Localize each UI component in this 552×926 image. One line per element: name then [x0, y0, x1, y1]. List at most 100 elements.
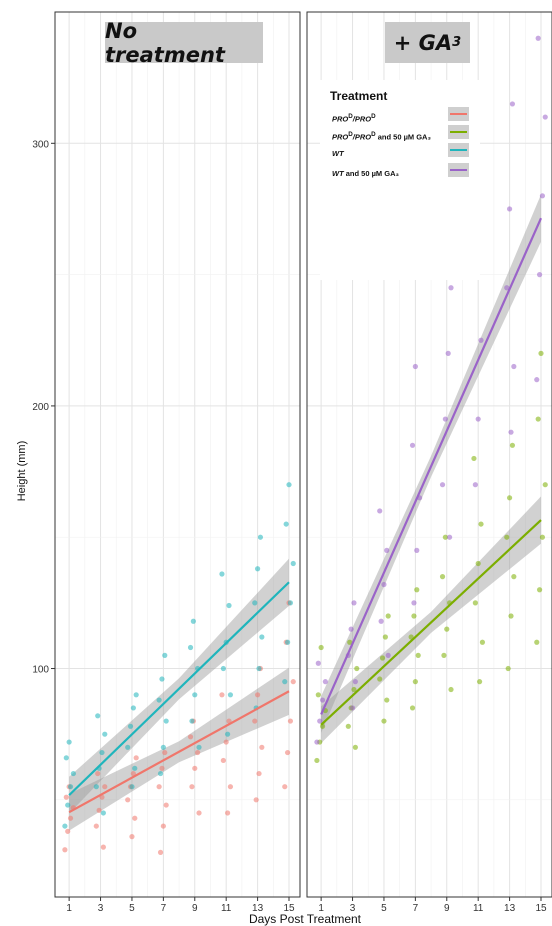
data-point [156, 784, 162, 790]
data-point [190, 618, 196, 624]
data-point [536, 272, 543, 278]
data-point [129, 833, 135, 840]
data-point [159, 765, 165, 771]
data-point [534, 377, 540, 383]
data-point [252, 600, 258, 606]
data-point [163, 802, 169, 808]
data-point [127, 723, 134, 729]
data-point [290, 679, 296, 685]
x-tick-label: 3 [98, 903, 104, 914]
data-point [189, 718, 195, 724]
data-point [219, 692, 225, 698]
data-point [442, 534, 448, 540]
data-point [282, 784, 288, 790]
data-point [67, 815, 74, 821]
data-point [442, 416, 448, 422]
data-point [314, 757, 320, 764]
data-point [409, 705, 416, 711]
data-point [192, 765, 198, 771]
data-point [253, 797, 259, 803]
data-point [319, 723, 326, 729]
x-tick-label: 11 [221, 903, 232, 914]
legend-item-prod: PROD/PROD [332, 113, 376, 124]
data-point [254, 566, 261, 572]
data-point [315, 692, 321, 698]
data-point [287, 600, 294, 606]
legend-key-prod-ga3 [448, 125, 469, 139]
data-point [100, 844, 106, 850]
data-point [259, 634, 265, 640]
data-point [414, 547, 420, 553]
data-point [254, 692, 261, 698]
data-point [504, 285, 510, 291]
data-point [412, 363, 418, 370]
data-point [189, 784, 195, 790]
data-point [226, 602, 232, 609]
data-point [159, 676, 165, 682]
legend-title: Treatment [330, 89, 388, 103]
data-point [318, 644, 324, 651]
data-point [378, 618, 384, 624]
x-tick-label: 15 [283, 903, 295, 914]
data-point [133, 692, 139, 698]
data-point [345, 723, 351, 729]
data-point [96, 807, 102, 813]
data-point [381, 718, 387, 724]
x-tick-label: 13 [504, 903, 516, 914]
x-tick-label: 5 [381, 903, 387, 914]
data-point [252, 718, 258, 724]
data-point [290, 560, 296, 567]
x-tick-label: 9 [192, 903, 198, 914]
data-point [157, 770, 164, 777]
data-point [129, 784, 135, 790]
data-point [475, 416, 481, 422]
data-point [535, 416, 541, 422]
data-point [219, 571, 225, 577]
data-point [283, 521, 289, 527]
data-point [377, 676, 383, 682]
data-point [132, 765, 138, 771]
data-point [506, 495, 513, 501]
data-point [95, 713, 101, 719]
panel-frame [54, 11, 301, 898]
data-point [187, 644, 194, 651]
data-point [286, 482, 292, 488]
data-point [223, 739, 229, 745]
data-point [511, 363, 517, 370]
data-point [67, 784, 74, 790]
data-point [414, 587, 420, 593]
legend-item-wt: WT [332, 149, 344, 158]
y-axis-title: Height (mm) [16, 440, 28, 502]
data-point [415, 652, 421, 658]
data-point [377, 508, 383, 514]
data-point [448, 686, 454, 693]
data-point [256, 665, 262, 672]
legend-item-prod-ga3: PROD/PROD and 50 µM GA₃ [332, 131, 431, 142]
data-point [351, 686, 357, 693]
data-point [227, 692, 234, 698]
data-point [475, 560, 481, 567]
data-point [62, 847, 68, 853]
x-tick-label: 1 [318, 903, 324, 914]
data-point [160, 823, 166, 829]
data-point [156, 697, 162, 703]
data-point [409, 442, 416, 448]
data-point [352, 744, 358, 750]
data-point [162, 652, 168, 658]
data-point [65, 802, 71, 808]
data-point [224, 731, 231, 737]
y-tick-label: 300 [32, 139, 49, 150]
data-points [62, 35, 548, 855]
data-point [479, 639, 486, 645]
data-point [66, 739, 72, 745]
data-point [534, 639, 540, 645]
data-point [439, 482, 446, 488]
data-point [384, 547, 390, 553]
data-point [257, 534, 264, 540]
data-point [133, 755, 139, 761]
data-point [63, 755, 69, 761]
data-point [192, 692, 198, 698]
data-point [385, 652, 391, 658]
fit-line [68, 581, 290, 796]
data-point [348, 626, 354, 632]
